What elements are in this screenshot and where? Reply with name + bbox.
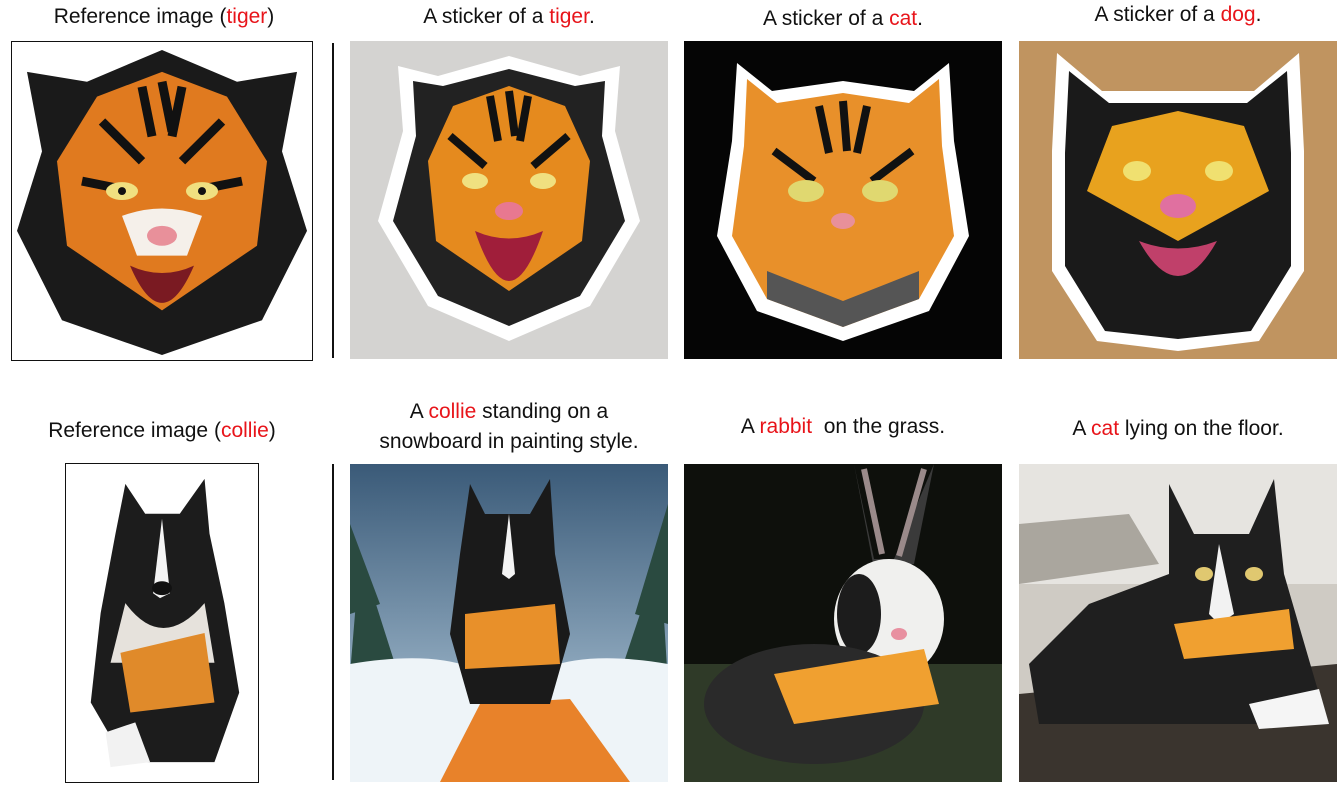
caption-ref-tiger: Reference image (tiger) [0, 2, 328, 32]
caption-ref-collie: Reference image (collie) [0, 416, 324, 446]
caption-collie-snowboard: A collie standing on a snowboard in pain… [350, 397, 668, 457]
dog-sticker-image [1019, 41, 1337, 359]
reference-tiger-image [11, 41, 313, 361]
caption-sticker-tiger: A sticker of a tiger. [350, 2, 668, 32]
tiger-sticker-image [350, 41, 668, 359]
reference-collie-image [65, 463, 259, 783]
caption-rabbit: A rabbit on the grass. [684, 412, 1002, 442]
caption-cat-floor: A cat lying on the floor. [1019, 414, 1337, 444]
caption-sticker-cat: A sticker of a cat. [684, 4, 1002, 34]
divider-row1 [332, 43, 334, 358]
cat-floor-image [1019, 464, 1337, 782]
cat-sticker-image [684, 41, 1002, 359]
caption-sticker-dog: A sticker of a dog. [1019, 0, 1337, 30]
snowboard-collie-image [350, 464, 668, 782]
divider-row2 [332, 464, 334, 780]
rabbit-image [684, 464, 1002, 782]
